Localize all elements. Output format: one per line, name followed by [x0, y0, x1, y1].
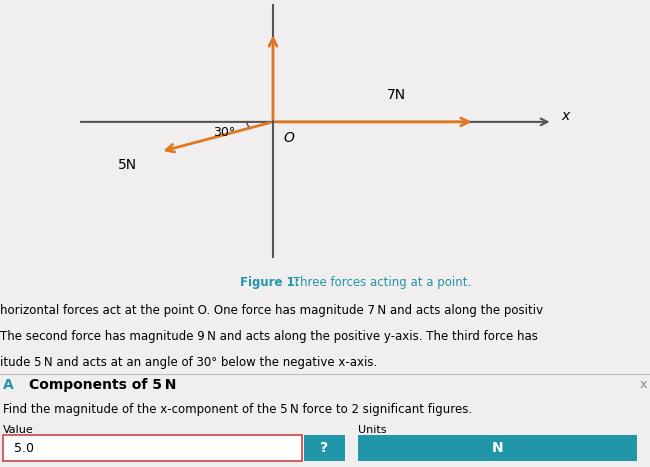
Text: x: x: [562, 109, 569, 123]
Text: A: A: [3, 378, 14, 392]
Text: The second force has magnitude 9 N and acts along the positive y-axis. The third: The second force has magnitude 9 N and a…: [0, 330, 538, 343]
Text: x: x: [640, 378, 647, 391]
Text: Three forces acting at a point.: Three forces acting at a point.: [289, 276, 471, 289]
FancyBboxPatch shape: [3, 435, 302, 461]
Text: Figure 1:: Figure 1:: [240, 276, 300, 289]
Text: Units: Units: [358, 425, 386, 435]
Text: 5N: 5N: [118, 158, 138, 172]
Text: ?: ?: [320, 441, 328, 455]
Text: Find the magnitude of the x-component of the 5 N force to 2 significant figures.: Find the magnitude of the x-component of…: [3, 403, 473, 416]
Text: itude 5 N and acts at an angle of 30° below the negative x-axis.: itude 5 N and acts at an angle of 30° be…: [0, 356, 377, 369]
Text: Components of 5 N: Components of 5 N: [29, 378, 177, 392]
Text: 7N: 7N: [387, 88, 406, 102]
Text: 5.0: 5.0: [14, 442, 34, 455]
FancyBboxPatch shape: [304, 435, 345, 461]
FancyBboxPatch shape: [358, 435, 637, 461]
Text: horizontal forces act at the point O. One force has magnitude 7 N and acts along: horizontal forces act at the point O. On…: [0, 304, 543, 317]
Text: Value: Value: [3, 425, 34, 435]
Text: 30°: 30°: [213, 126, 235, 139]
Text: N: N: [491, 441, 503, 455]
Text: O: O: [284, 131, 294, 145]
